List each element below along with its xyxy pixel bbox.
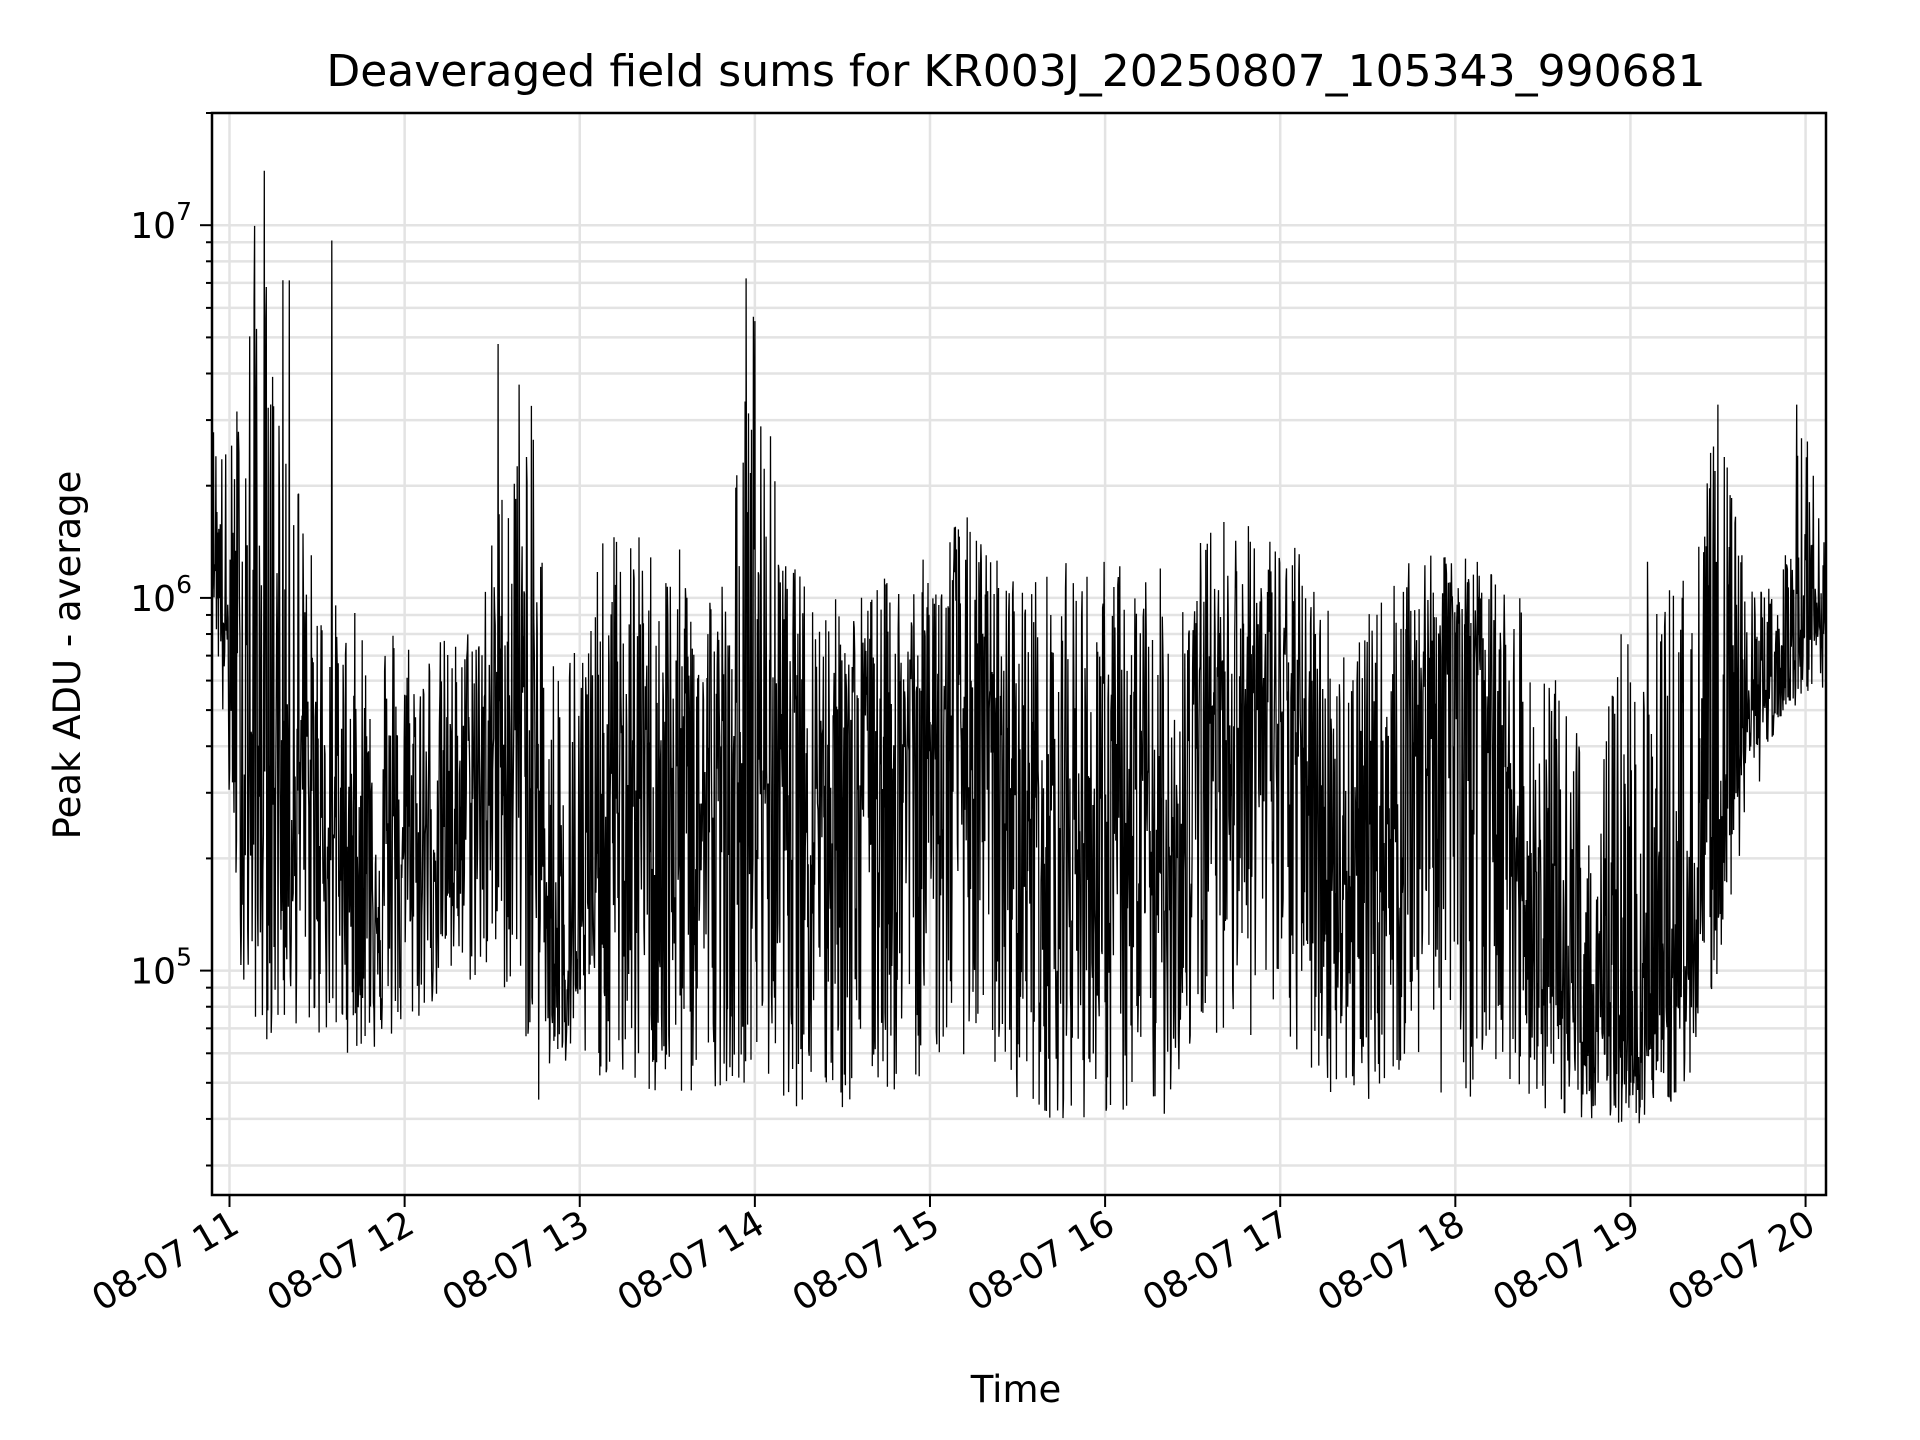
- x-tick-label: 08-07 15: [786, 1203, 947, 1319]
- chart-title: Deaveraged field sums for KR003J_2025080…: [326, 46, 1705, 97]
- x-tick-label: 08-07 13: [436, 1203, 597, 1319]
- x-axis-label: Time: [970, 1368, 1062, 1411]
- x-tick-label: 08-07 20: [1661, 1203, 1822, 1319]
- data-series: [212, 170, 1826, 1124]
- x-tick-label: 08-07 19: [1486, 1203, 1647, 1319]
- x-tick-label: 08-07 12: [260, 1203, 421, 1319]
- x-tick-label: 08-07 17: [1136, 1203, 1297, 1319]
- y-tick-label: 107: [130, 197, 192, 247]
- y-tick-label: 105: [130, 943, 192, 993]
- y-axis-label: Peak ADU - average: [46, 471, 89, 840]
- x-tick-label: 08-07 18: [1311, 1203, 1472, 1319]
- plot-frame: [210, 111, 1828, 1197]
- x-tick-label: 08-07 11: [85, 1203, 246, 1319]
- y-tick-label: 106: [130, 570, 192, 620]
- x-tick-label: 08-07 14: [611, 1203, 772, 1319]
- y-axis-ticks: 105 106 107: [130, 197, 192, 992]
- series-line: [212, 170, 1826, 1124]
- x-axis-ticks: 08-07 11 08-07 12 08-07 13 08-07 14 08-07 15…: [85, 1195, 1822, 1320]
- x-tick-label: 08-07 16: [961, 1203, 1122, 1319]
